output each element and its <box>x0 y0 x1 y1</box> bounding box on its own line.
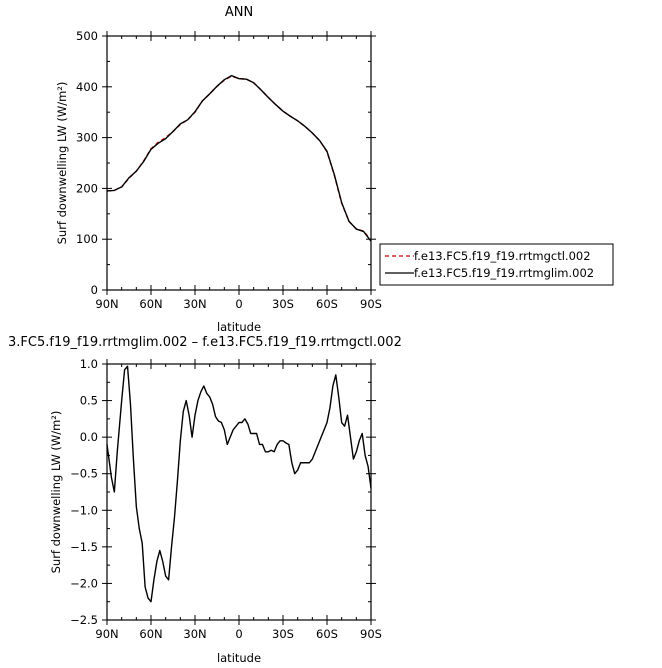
bottom-y-tick-label: −2.0 <box>70 576 98 590</box>
bottom-y-tick-label: −2.5 <box>70 613 98 627</box>
top-x-tick-label: 30N <box>183 297 206 311</box>
bottom-x-tick-label: 30N <box>183 627 206 641</box>
bottom-x-tick-label: 30S <box>272 627 294 641</box>
legend-label-ctl: f.e13.FC5.f19_f19.rrtmgctl.002 <box>414 249 591 263</box>
top-plot-frame <box>106 35 372 291</box>
bottom-y-tick-label: −1.5 <box>70 540 98 554</box>
top-y-tick-label: 200 <box>76 181 98 195</box>
bottom-y-tick-label: 0.0 <box>80 430 98 444</box>
top-y-tick-label: 500 <box>76 29 98 43</box>
bottom-x-tick-label: 90N <box>95 627 118 641</box>
bottom-x-axis-label: latitude <box>217 651 261 665</box>
top-y-axis-label: Surf downwelling LW (W/m²) <box>55 82 69 245</box>
bottom-y-tick-label: 0.5 <box>80 394 98 408</box>
bottom-y-tick-label: −1.0 <box>70 503 98 517</box>
top-y-tick-label: 400 <box>76 80 98 94</box>
top-panel: ANN 90N 60N 30N 0 30S 60S 90S0100200300400500 … <box>55 5 614 334</box>
top-y-axis-label-text: Surf downwelling LW (W/m²) <box>55 82 69 245</box>
top-series-line-0 <box>106 75 372 242</box>
bottom-y-tick-label: 1.0 <box>80 357 98 371</box>
legend-label-lim: f.e13.FC5.f19_f19.rrtmglim.002 <box>414 266 594 280</box>
bottom-panel: 3.FC5.f19_f19.rrtmglim.002 – f.e13.FC5.f… <box>8 335 402 665</box>
top-x-tick-label: 60S <box>316 297 338 311</box>
bottom-x-tick-label: 90S <box>360 627 382 641</box>
top-x-axis-label: latitude <box>217 320 261 334</box>
top-x-tick-label: 90S <box>360 297 382 311</box>
bottom-x-tick-label: 0 <box>235 627 242 641</box>
top-y-tick-label: 300 <box>76 131 98 145</box>
bottom-y-tick-label: −0.5 <box>70 467 98 481</box>
top-chart-title: ANN <box>225 5 253 20</box>
bottom-series-line-0 <box>106 365 372 603</box>
top-x-tick-label: 0 <box>235 297 242 311</box>
bottom-y-axis-label-text: Surf downwelling LW (W/m²) <box>49 411 63 574</box>
top-x-tick-label: 60N <box>139 297 162 311</box>
top-y-tick-label: 100 <box>76 232 98 246</box>
top-series-line-1 <box>106 74 372 242</box>
bottom-x-tick-label: 60N <box>139 627 162 641</box>
legend: f.e13.FC5.f19_f19.rrtmgctl.002 f.e13.FC5… <box>379 243 614 286</box>
bottom-plot-frame <box>106 363 372 621</box>
bottom-chart-title: 3.FC5.f19_f19.rrtmglim.002 – f.e13.FC5.f… <box>8 335 402 350</box>
top-y-tick-label: 0 <box>91 283 98 297</box>
top-x-tick-label: 90N <box>95 297 118 311</box>
bottom-x-tick-label: 60S <box>316 627 338 641</box>
bottom-y-axis-label: Surf downwelling LW (W/m²) <box>49 411 63 574</box>
top-x-tick-label: 30S <box>272 297 294 311</box>
legend-box <box>379 243 614 286</box>
